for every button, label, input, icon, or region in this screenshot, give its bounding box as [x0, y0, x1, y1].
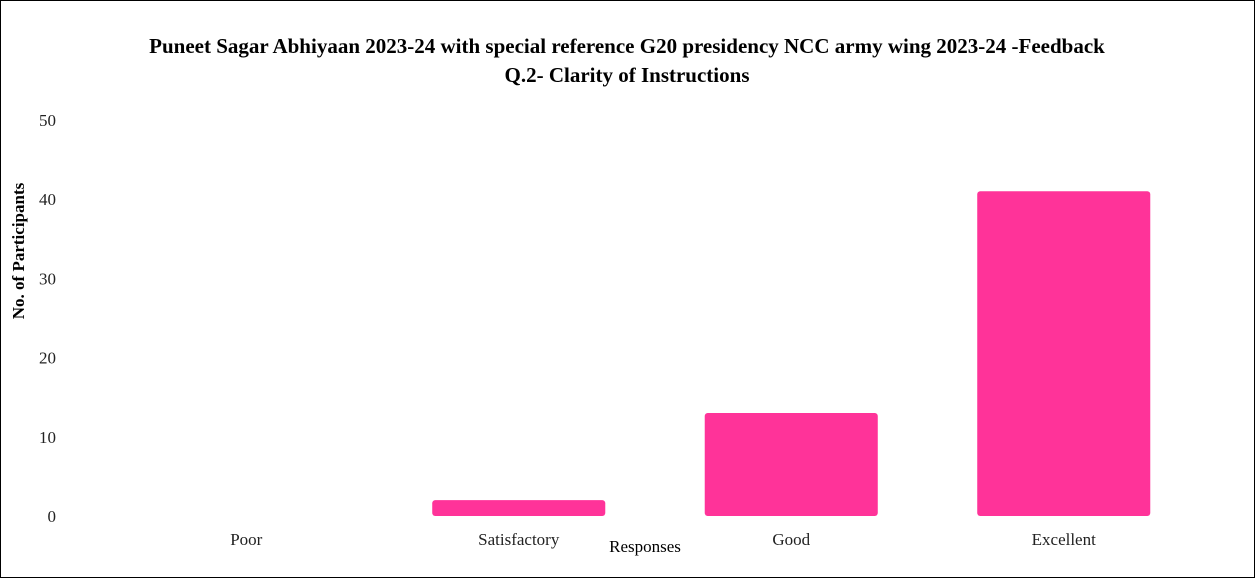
- y-tick-label: 0: [48, 507, 57, 526]
- y-tick-label: 50: [39, 111, 56, 130]
- x-tick-label: Excellent: [1032, 530, 1096, 549]
- bars: [432, 191, 1151, 516]
- y-tick-label: 20: [39, 349, 56, 368]
- x-tick-label: Poor: [230, 530, 262, 549]
- x-tick-label: Satisfactory: [478, 530, 560, 549]
- y-axis-title: No. of Participants: [9, 182, 28, 319]
- bar-excellent: [977, 191, 1151, 516]
- x-axis-title: Responses: [609, 537, 681, 556]
- chart-title: Puneet Sagar Abhiyaan 2023-24 with speci…: [149, 34, 1105, 58]
- y-tick-label: 30: [39, 269, 56, 288]
- y-axis-ticks: 0 10 20 30 40 50: [39, 111, 56, 526]
- y-tick-label: 40: [39, 190, 56, 209]
- bar-good: [704, 413, 878, 516]
- x-axis-ticks: Poor Satisfactory Good Excellent: [230, 530, 1096, 549]
- y-tick-label: 10: [39, 428, 56, 447]
- bar-satisfactory: [432, 500, 606, 516]
- chart-subtitle: Q.2- Clarity of Instructions: [505, 63, 750, 87]
- x-tick-label: Good: [772, 530, 810, 549]
